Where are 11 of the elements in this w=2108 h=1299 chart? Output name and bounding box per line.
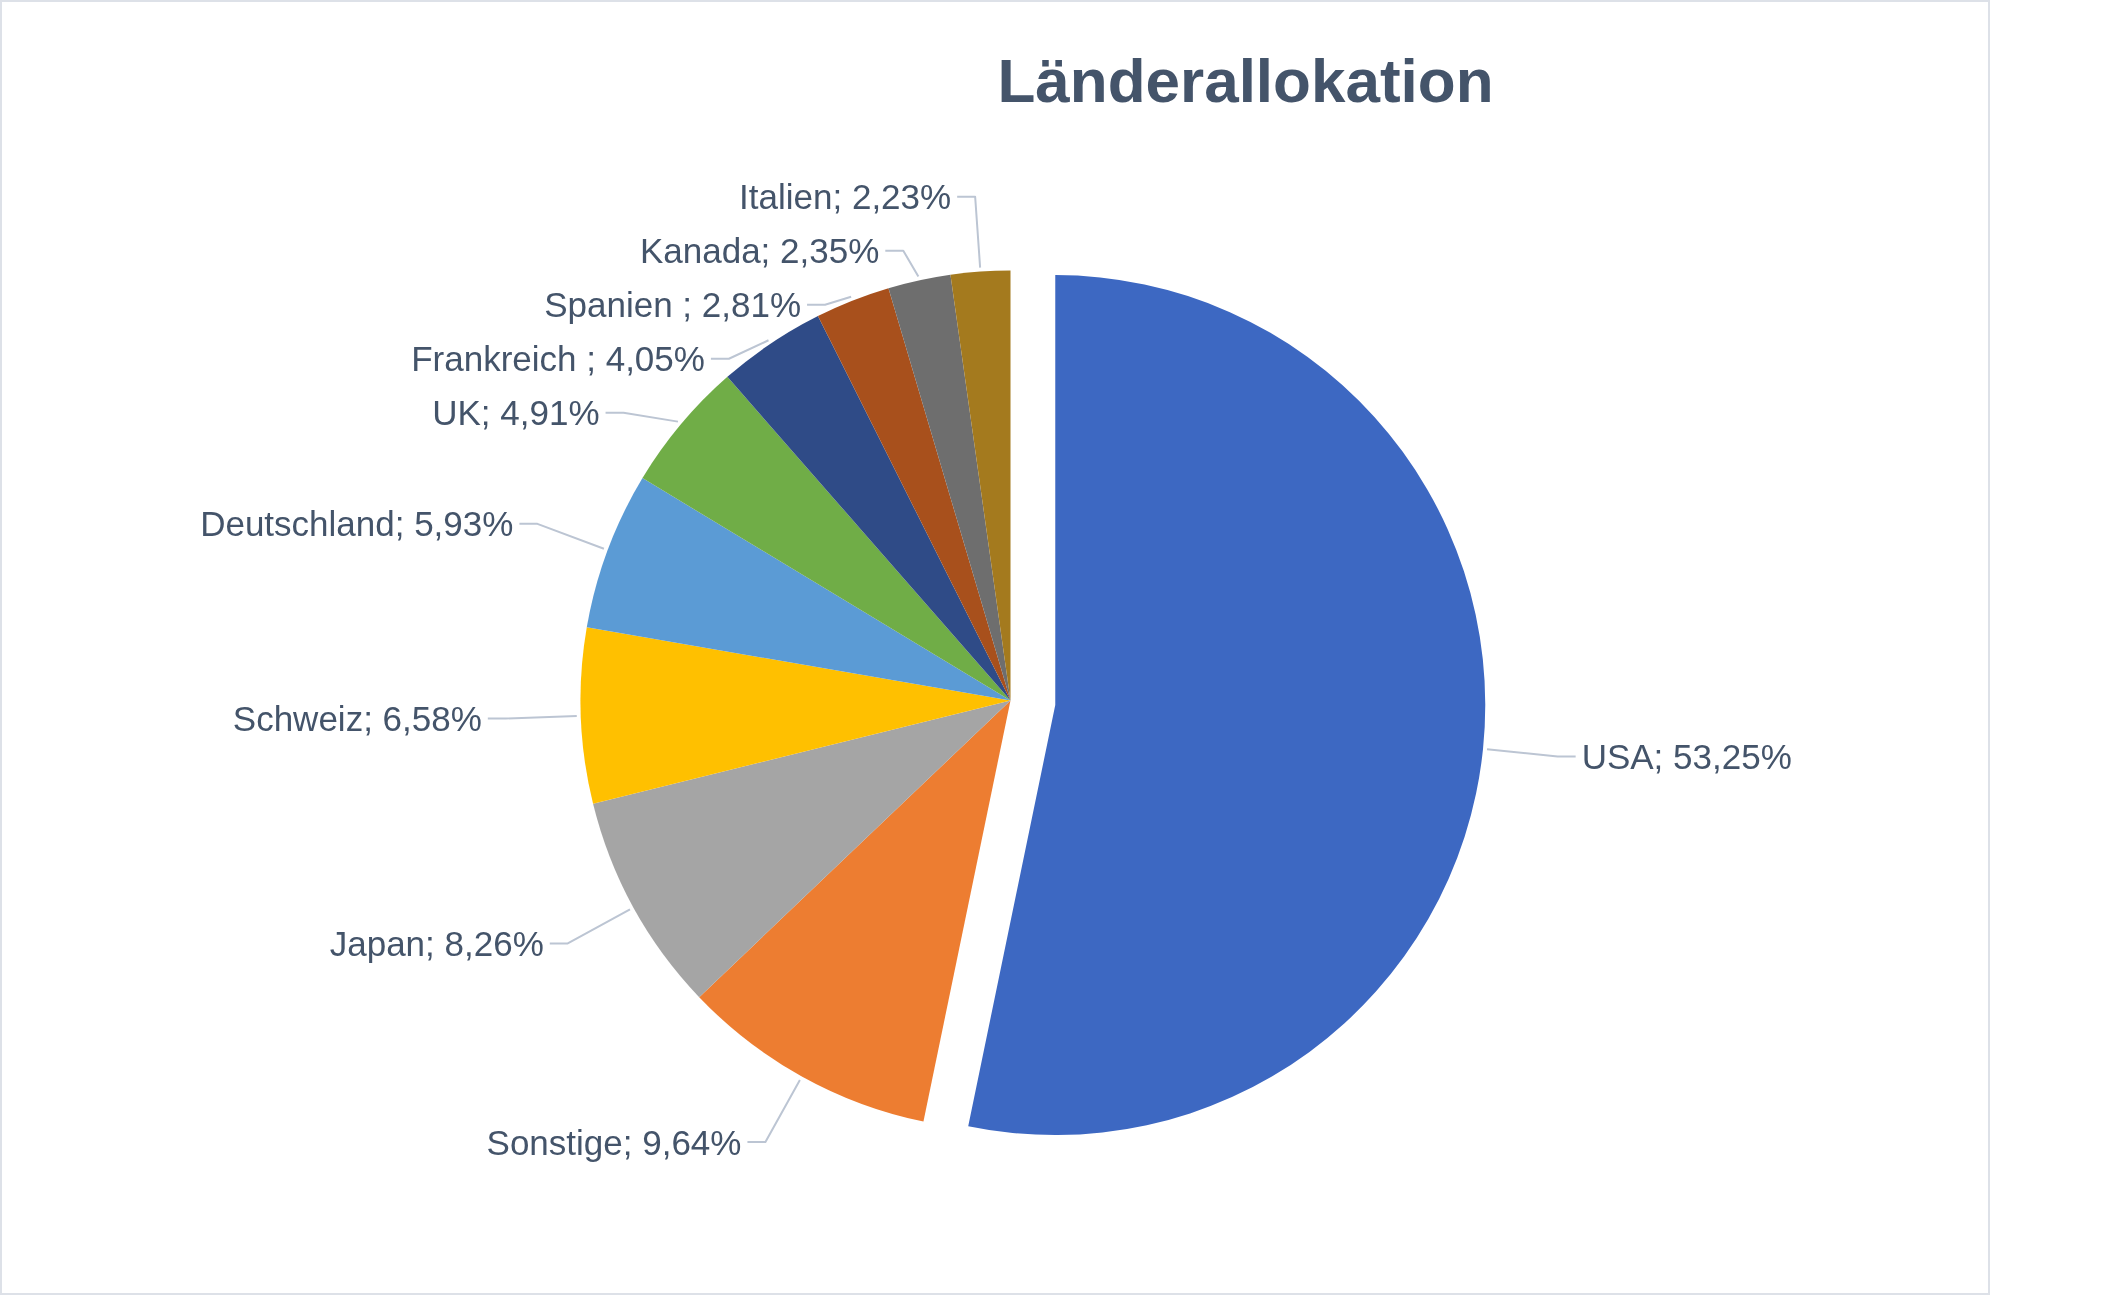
slice-label: Deutschland; 5,93% [200,504,514,544]
slice-label: Frankreich ; 4,05% [411,339,705,379]
slice-label: Spanien ; 2,81% [544,285,802,325]
slice-label: Japan; 8,26% [329,923,544,963]
chart-title: Länderallokation [997,46,1494,115]
slice-label: USA; 53,25% [1581,736,1792,776]
slice-label: Italien; 2,23% [739,177,952,217]
slice-label: Schweiz; 6,58% [232,699,482,738]
slice-label: UK; 4,91% [432,393,600,433]
slice-label: Kanada; 2,35% [639,231,880,271]
slice-label: Sonstige; 9,64% [486,1122,742,1162]
